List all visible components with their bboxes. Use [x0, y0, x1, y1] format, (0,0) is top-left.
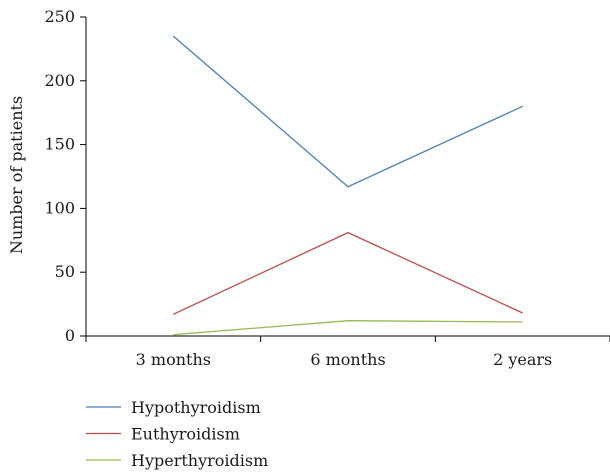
y-tick-label: 100 — [44, 198, 75, 217]
legend: Hypothyroidism Euthyroidism Hyperthyroidis… — [86, 398, 268, 470]
y-axis-title: Number of patients — [7, 96, 26, 254]
series-lines — [172, 35, 523, 336]
y-tick-label: 0 — [65, 326, 75, 345]
y-tick-label: 200 — [44, 71, 75, 90]
legend-label-hypothyroidism: Hypothyroidism — [131, 398, 261, 417]
y-tick-label: 150 — [44, 135, 75, 154]
x-ticks: 3 months 6 months 2 years — [85, 336, 610, 369]
x-tick-label: 3 months — [136, 350, 211, 369]
y-tick-label: 250 — [44, 7, 75, 26]
series-line-hypothyroidism — [172, 35, 523, 188]
y-tick-label: 50 — [55, 262, 75, 281]
series-line-euthyroidism — [173, 231, 523, 315]
x-tick-label: 6 months — [310, 350, 385, 369]
x-tick-label: 2 years — [493, 350, 552, 369]
legend-label-hyperthyroidism: Hyperthyroidism — [131, 451, 268, 470]
axes — [85, 17, 610, 337]
y-ticks: 0 50 100 150 200 250 — [44, 7, 86, 345]
series-line-hyperthyroidism — [173, 320, 523, 336]
legend-label-euthyroidism: Euthyroidism — [131, 425, 240, 444]
